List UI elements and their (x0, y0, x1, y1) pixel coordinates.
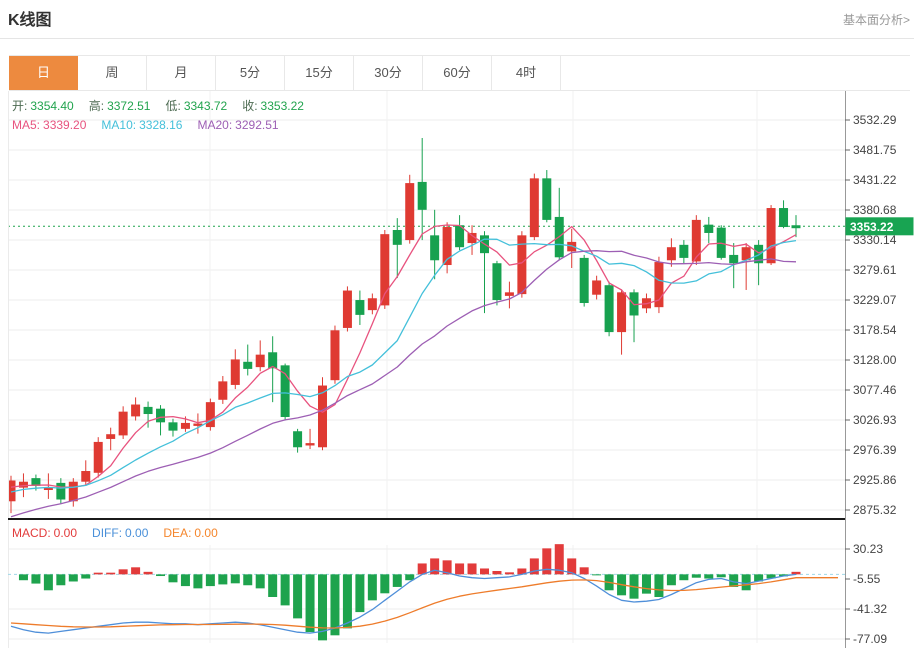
svg-text:2925.86: 2925.86 (853, 473, 897, 487)
tab-5分[interactable]: 5分 (216, 56, 285, 90)
svg-text:3077.46: 3077.46 (853, 383, 897, 397)
svg-text:3353.22: 3353.22 (850, 220, 894, 234)
svg-text:-5.55: -5.55 (853, 572, 881, 586)
timeframe-tabs: 日周月 5分 15分 30分 60分 4时 (9, 55, 910, 91)
svg-text:3380.68: 3380.68 (853, 203, 897, 217)
macd-readout: MACD: 0.00 DIFF: 0.00 DEA: 0.00 (12, 526, 233, 540)
svg-text:-41.32: -41.32 (853, 602, 887, 616)
svg-text:3178.54: 3178.54 (853, 323, 897, 337)
tab-30分[interactable]: 30分 (354, 56, 423, 90)
svg-text:3128.00: 3128.00 (853, 353, 897, 367)
ma-readout: MA5: 3339.20 MA10: 3328.16 MA20: 3292.51 (12, 118, 294, 132)
legend-item: MA5: 3339.20 (12, 118, 87, 132)
legend-item: DIFF: 0.00 (92, 526, 149, 540)
svg-text:3229.07: 3229.07 (853, 293, 897, 307)
legend-item: MA20: 3292.51 (197, 118, 279, 132)
svg-text:3026.93: 3026.93 (853, 413, 897, 427)
tab-月[interactable]: 月 (147, 56, 216, 90)
svg-text:2875.32: 2875.32 (853, 503, 897, 517)
svg-text:3431.22: 3431.22 (853, 173, 897, 187)
svg-text:3532.29: 3532.29 (853, 113, 897, 127)
svg-text:3481.75: 3481.75 (853, 143, 897, 157)
svg-text:3330.14: 3330.14 (853, 233, 897, 247)
legend-item: 开: 3354.40 (12, 99, 74, 113)
svg-text:-77.09: -77.09 (853, 632, 887, 646)
svg-text:2976.39: 2976.39 (853, 443, 897, 457)
legend-item: MACD: 0.00 (12, 526, 78, 540)
legend-item: 收: 3353.22 (242, 99, 304, 113)
page-title: K线图 (8, 12, 52, 29)
legend-item: 低: 3343.72 (165, 99, 228, 113)
fundamental-analysis-link[interactable]: 基本面分析> (842, 13, 910, 27)
legend-item: MA10: 3328.16 (101, 118, 183, 132)
tab-周[interactable]: 周 (78, 56, 147, 90)
tab-日[interactable]: 日 (9, 56, 78, 90)
tab-60分[interactable]: 60分 (423, 56, 492, 90)
ohlc-readout: 开: 3354.40 高: 3372.51 低: 3343.72 收: 3353.22 (12, 97, 319, 114)
legend-item: 高: 3372.51 (88, 99, 151, 113)
header-divider (0, 38, 914, 39)
tab-4时[interactable]: 4时 (492, 56, 561, 90)
legend-item: DEA: 0.00 (163, 526, 218, 540)
svg-text:3279.61: 3279.61 (853, 263, 897, 277)
tab-15分[interactable]: 15分 (285, 56, 354, 90)
svg-text:30.23: 30.23 (853, 542, 883, 556)
